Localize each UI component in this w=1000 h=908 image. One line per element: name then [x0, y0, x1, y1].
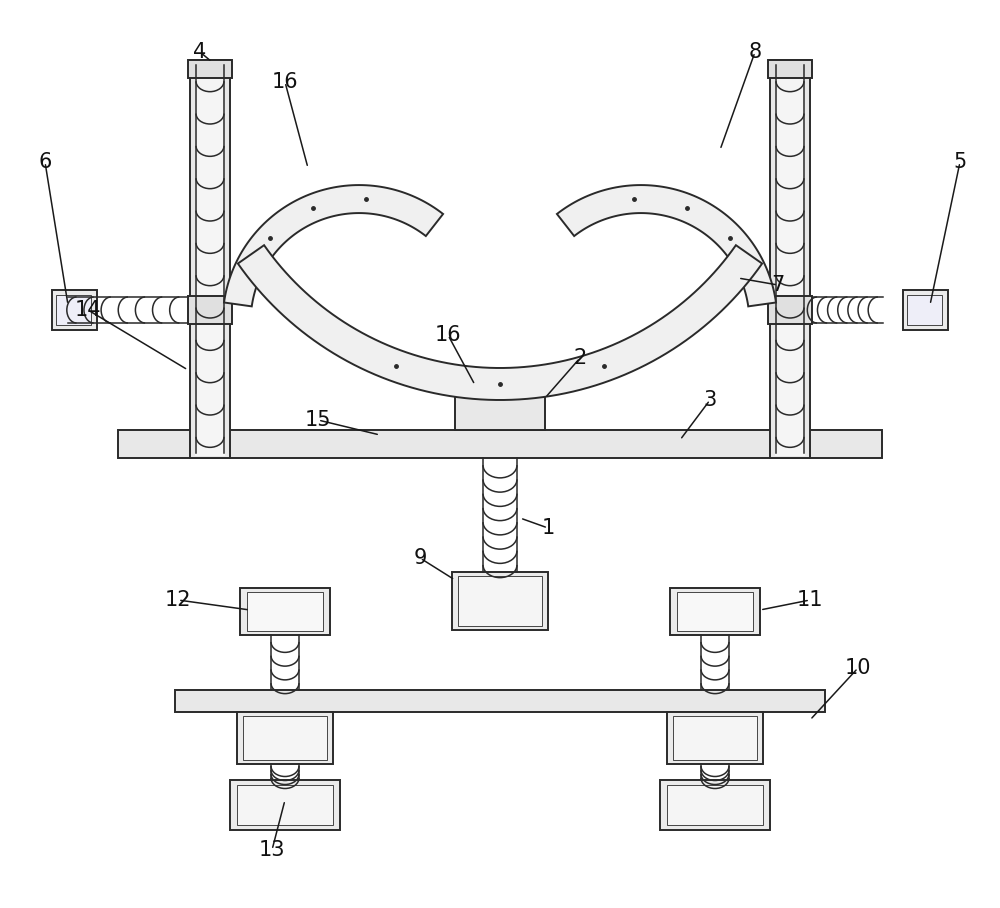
- Polygon shape: [238, 245, 762, 400]
- Bar: [243, 716, 327, 760]
- Text: 2: 2: [573, 348, 587, 368]
- Bar: [458, 576, 542, 626]
- Bar: [188, 296, 232, 324]
- Bar: [118, 430, 882, 458]
- Text: 9: 9: [413, 548, 427, 568]
- Text: 3: 3: [703, 390, 717, 410]
- Bar: [673, 716, 757, 760]
- Bar: [670, 588, 760, 635]
- Polygon shape: [224, 185, 443, 306]
- Bar: [667, 785, 763, 825]
- Bar: [768, 296, 812, 324]
- Bar: [230, 780, 340, 830]
- Bar: [240, 588, 330, 635]
- Text: 14: 14: [75, 300, 101, 320]
- Bar: [660, 780, 770, 830]
- Bar: [667, 712, 763, 764]
- Bar: [455, 380, 545, 430]
- Text: 12: 12: [165, 590, 191, 610]
- Bar: [247, 592, 323, 631]
- Bar: [190, 60, 230, 458]
- Bar: [452, 572, 548, 630]
- Polygon shape: [557, 185, 776, 306]
- Bar: [770, 60, 810, 458]
- Text: 7: 7: [771, 275, 785, 295]
- Bar: [175, 690, 825, 712]
- Text: 4: 4: [193, 42, 207, 62]
- Text: 16: 16: [435, 325, 461, 345]
- Text: 1: 1: [541, 518, 555, 538]
- Bar: [237, 712, 333, 764]
- Bar: [677, 592, 753, 631]
- Text: 8: 8: [748, 42, 762, 62]
- Bar: [907, 295, 942, 325]
- Bar: [775, 62, 805, 456]
- Bar: [768, 60, 812, 78]
- Bar: [188, 60, 232, 78]
- Bar: [903, 290, 948, 330]
- Bar: [237, 785, 333, 825]
- Bar: [52, 290, 97, 330]
- Text: 6: 6: [38, 152, 52, 172]
- Text: 11: 11: [797, 590, 823, 610]
- Text: 15: 15: [305, 410, 331, 430]
- Text: 13: 13: [259, 840, 285, 860]
- Text: 5: 5: [953, 152, 967, 172]
- Bar: [195, 62, 225, 456]
- Text: 16: 16: [272, 72, 298, 92]
- Bar: [56, 295, 91, 325]
- Text: 10: 10: [845, 658, 871, 678]
